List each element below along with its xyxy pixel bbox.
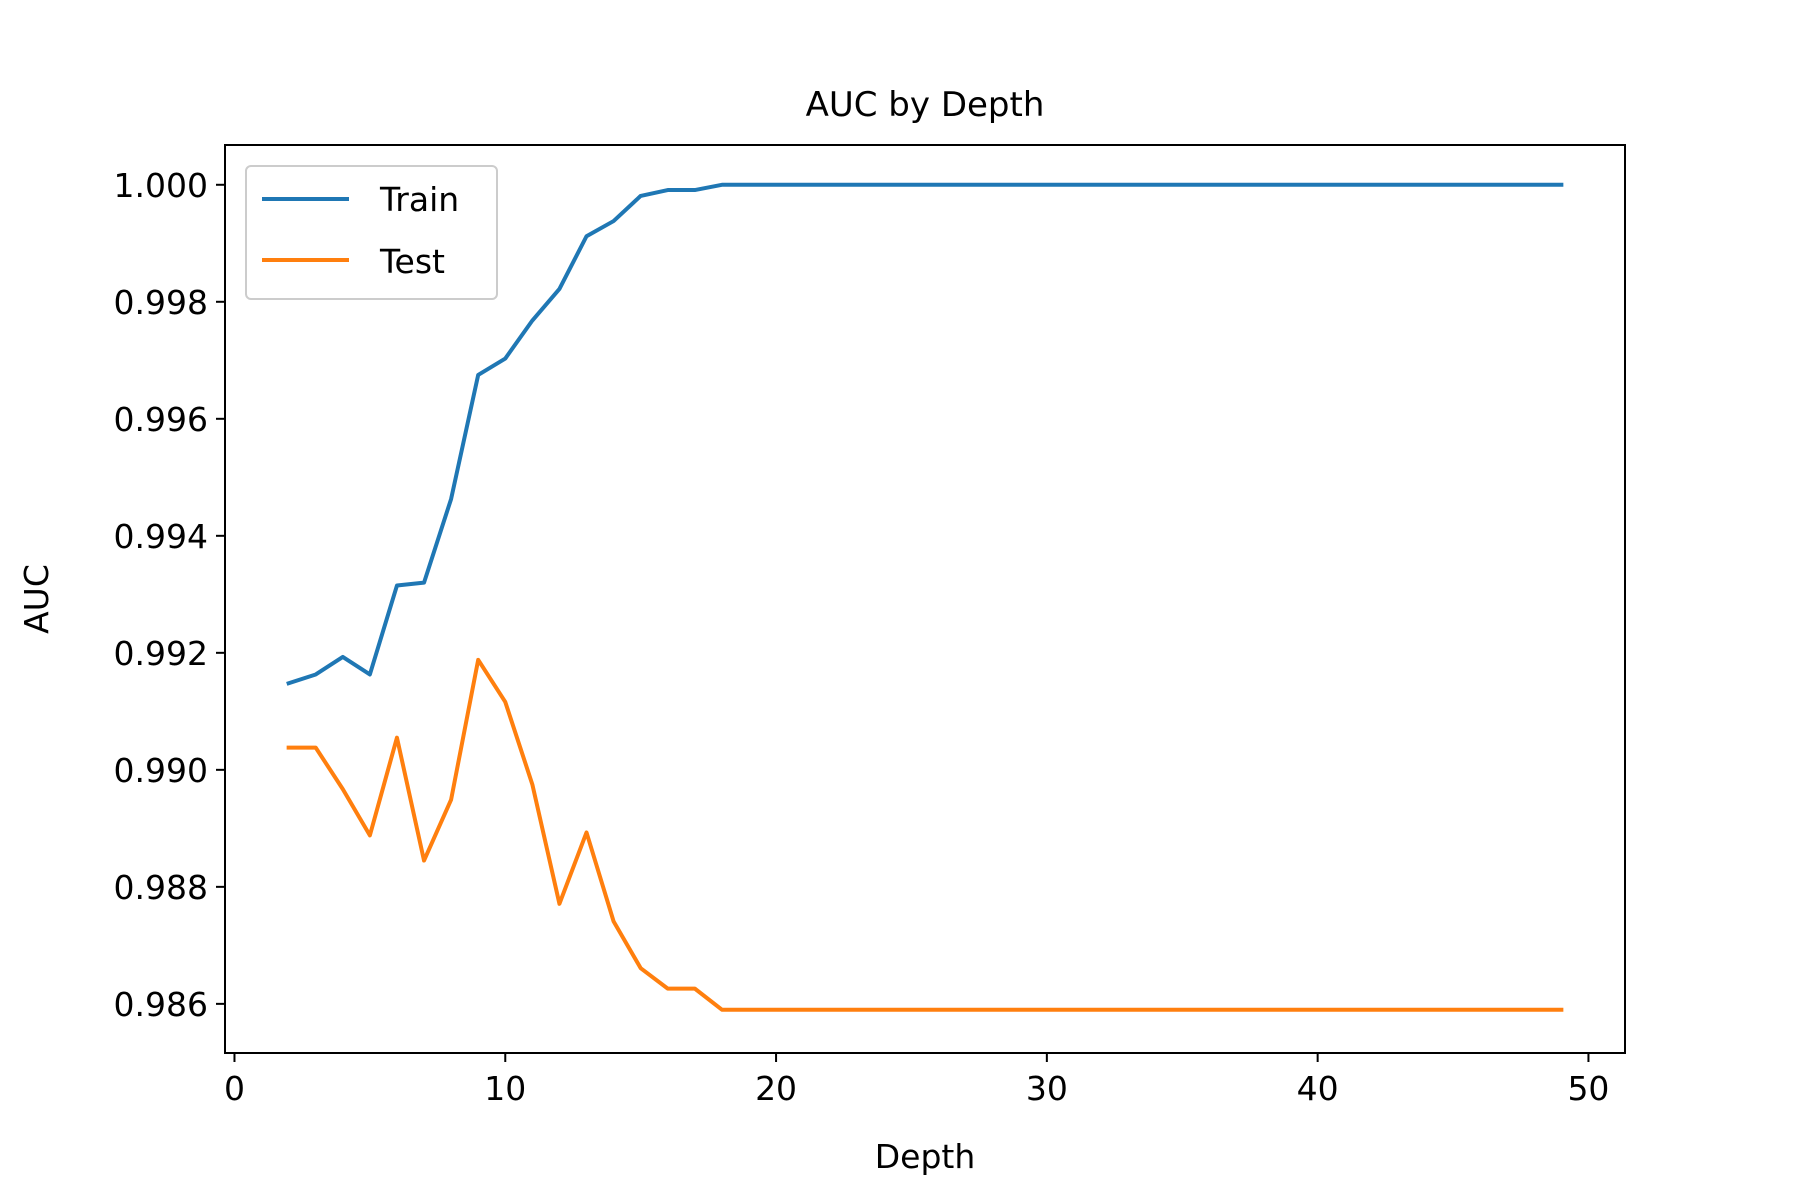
y-tick-label: 0.994	[114, 517, 208, 556]
x-tick-label: 10	[484, 1069, 526, 1108]
y-tick-label: 0.992	[114, 634, 208, 673]
y-tick-label: 0.990	[114, 751, 208, 790]
y-tick-label: 1.000	[114, 166, 208, 205]
x-tick-label: 40	[1297, 1069, 1339, 1108]
y-tick-label: 0.988	[114, 868, 208, 907]
legend-box	[245, 165, 498, 300]
x-tick-label: 0	[224, 1069, 245, 1108]
y-axis-ticks: 0.986 0.988 0.990 0.992 0.994 0.996 0.998 1.000	[114, 166, 225, 1024]
series-line-train	[286, 182, 1564, 686]
x-tick-label: 30	[1026, 1069, 1068, 1108]
chart-title: AUC by Depth	[806, 85, 1045, 125]
x-axis-label: Depth	[875, 1137, 976, 1176]
x-tick-label: 20	[755, 1069, 797, 1108]
legend-label-test: Test	[379, 242, 445, 281]
y-tick-label: 0.996	[114, 400, 208, 439]
series-lines	[286, 182, 1564, 1012]
x-axis-ticks: 0 10 20 30 40 50	[224, 1053, 1609, 1108]
legend-label-train: Train	[379, 180, 459, 219]
y-tick-label: 0.998	[114, 283, 208, 322]
plot-area-frame	[224, 144, 1626, 1054]
legend: Train Test	[245, 165, 498, 300]
x-tick-label: 50	[1567, 1069, 1609, 1108]
y-axis-label: AUC	[17, 564, 56, 634]
y-tick-label: 0.986	[114, 985, 208, 1024]
series-line-test	[286, 657, 1564, 1012]
